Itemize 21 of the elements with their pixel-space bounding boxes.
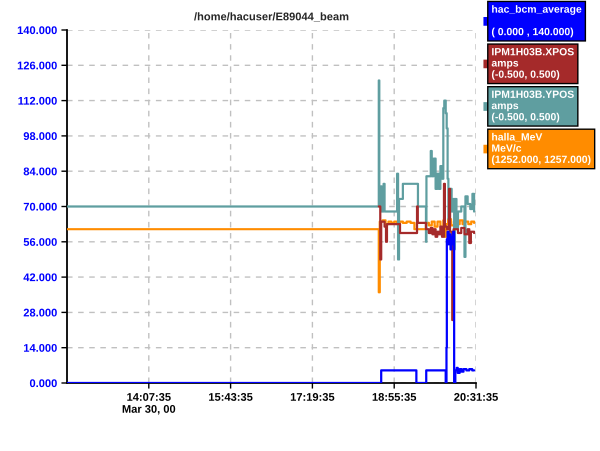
y-tick-label: 28.000: [24, 308, 57, 317]
y-tick-label: 0.000: [30, 379, 57, 388]
y-tick-label: 112.000: [18, 96, 57, 105]
y-tick-label: 84.000: [24, 167, 57, 176]
x-tick-label: 17:19:35: [290, 393, 334, 401]
y-tick-label: 140.000: [18, 26, 57, 34]
y-tick-label: 98.000: [24, 132, 57, 140]
chart-title: /home/hacuser/E89044_beam: [194, 12, 348, 22]
legend-label: halla_MeV MeV/c (1252.000, 1257.000): [492, 132, 591, 166]
y-tick-label: 14.000: [24, 344, 57, 352]
y-tick-label: 42.000: [23, 273, 57, 282]
x-tick-label: 18:55:35: [372, 393, 416, 401]
x-tick-label: 20:31:35: [454, 393, 498, 401]
legend-label: IPM1H03B.XPOS amps (-0.500, 0.500): [492, 48, 574, 80]
text: hac_bcm_average ( 0.000 , 140.000): [492, 5, 582, 38]
y-tick-label: 56.000: [24, 238, 57, 246]
y-tick-label: 126.000: [18, 62, 57, 70]
x-tick-label: 14:07:35 Mar 30, 00: [122, 393, 176, 414]
legend-label: IPM1H03B.YPOS amps (-0.500, 0.500): [492, 90, 574, 122]
y-tick-label: 70.000: [24, 202, 57, 211]
x-tick-label: 15:43:35: [209, 393, 253, 401]
